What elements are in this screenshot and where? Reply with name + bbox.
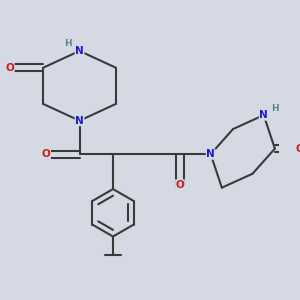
- Text: N: N: [75, 46, 84, 56]
- Text: H: H: [272, 104, 279, 113]
- Text: O: O: [42, 149, 50, 159]
- Text: O: O: [296, 144, 300, 154]
- Text: O: O: [176, 180, 184, 190]
- Text: O: O: [5, 63, 14, 73]
- Text: N: N: [206, 149, 215, 159]
- Text: N: N: [75, 116, 84, 126]
- Text: N: N: [259, 110, 268, 120]
- Text: H: H: [64, 40, 72, 49]
